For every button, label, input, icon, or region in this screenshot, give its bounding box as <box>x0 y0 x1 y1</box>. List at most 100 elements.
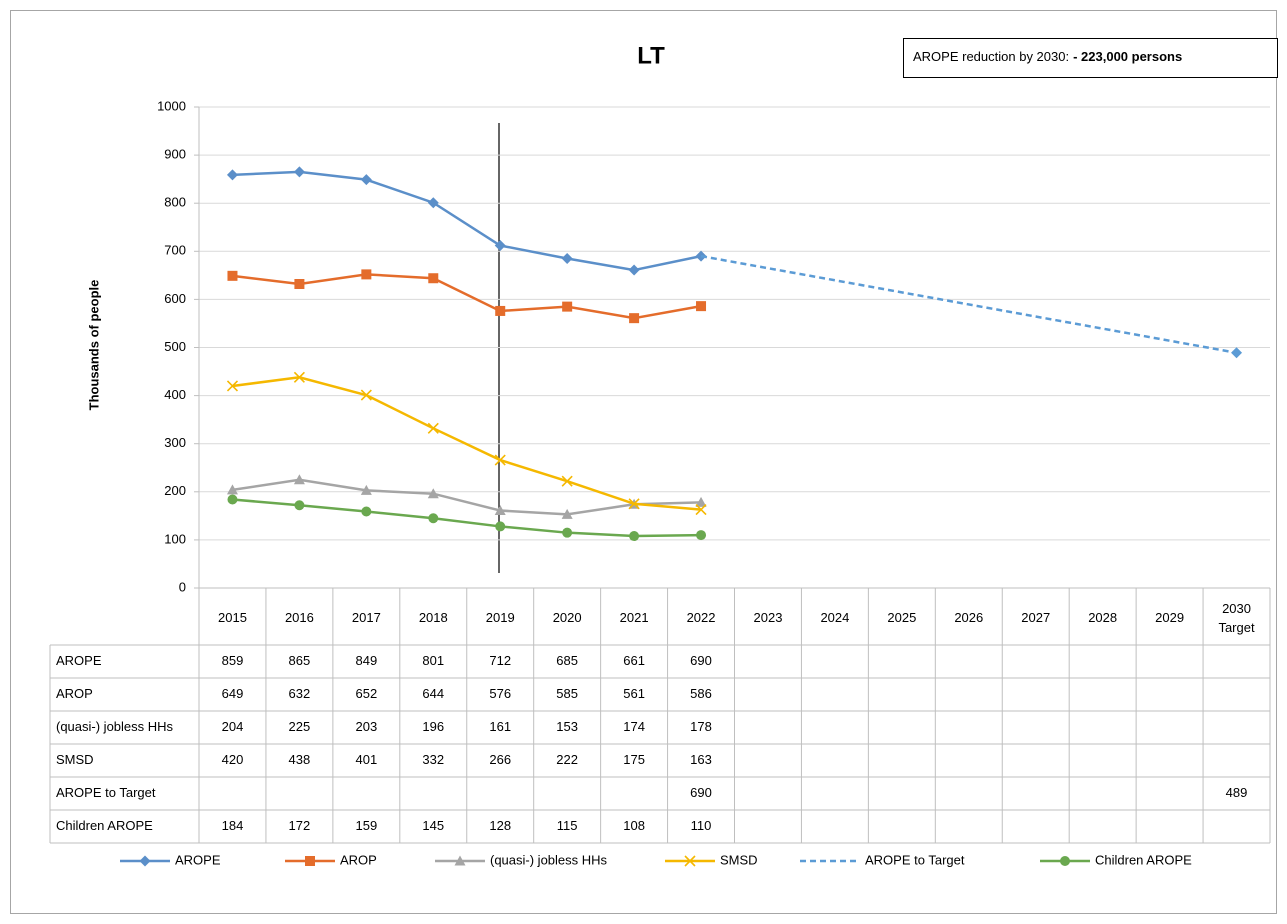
table-cell: 401 <box>355 752 377 767</box>
table-cell: 801 <box>422 653 444 668</box>
x-tick-box: 2027 <box>1021 610 1050 625</box>
marker <box>695 496 707 507</box>
x-tick-box: 2019 <box>486 610 515 625</box>
legend-label: AROP <box>340 852 377 867</box>
table-cell: 712 <box>489 653 511 668</box>
legend-marker <box>684 855 696 867</box>
table-cell: 178 <box>690 719 712 734</box>
x-tick-label: 2021 <box>619 610 649 625</box>
table-cell: 661 <box>623 653 645 668</box>
table-cell: 685 <box>556 653 578 668</box>
marker <box>360 389 372 401</box>
x-tick-label: 2030 Target <box>1218 600 1255 635</box>
marker <box>226 380 239 392</box>
table-cell: 222 <box>556 752 578 767</box>
marker <box>227 494 238 505</box>
chart-border <box>10 10 1277 914</box>
x-tick-label: 2017 <box>351 610 381 625</box>
table-cell: 163 <box>690 752 712 767</box>
x-tick-box: 2016 <box>285 610 314 625</box>
marker <box>495 521 506 532</box>
legend-label: (quasi-) jobless HHs <box>490 852 608 867</box>
annotation-bold: - 223,000 persons <box>1073 49 1182 64</box>
y-tick-label: 200 <box>164 483 186 498</box>
table-cell: 161 <box>489 719 511 734</box>
y-tick-label: 900 <box>164 147 186 162</box>
x-tick-box: 2020 <box>553 610 582 625</box>
table-cell: 859 <box>222 653 244 668</box>
table-cell: 644 <box>422 686 444 701</box>
table-row-label: SMSD <box>56 752 94 767</box>
series-line <box>232 273 702 320</box>
x-tick-label: 2024 <box>820 610 850 625</box>
legend-label: AROPE to Target <box>865 852 965 867</box>
marker <box>628 498 640 510</box>
marker <box>360 174 372 186</box>
series-line <box>232 170 702 272</box>
legend-label: AROPE <box>175 852 221 867</box>
series-line <box>232 478 702 516</box>
table-cell: 225 <box>289 719 311 734</box>
marker <box>696 301 707 312</box>
table-cell: 110 <box>691 818 712 833</box>
marker <box>427 488 439 499</box>
marker <box>561 253 573 265</box>
table-cell: 420 <box>222 752 244 767</box>
series-line <box>232 376 702 511</box>
marker <box>629 313 640 324</box>
table-cell: 196 <box>422 719 444 734</box>
y-tick-label: 100 <box>164 531 186 546</box>
table-cell: 849 <box>355 653 377 668</box>
table-cell: 489 <box>1226 785 1248 800</box>
series-line <box>232 498 702 538</box>
marker <box>629 531 640 542</box>
x-tick-box: 2015 <box>218 610 247 625</box>
table-row-label: Children AROPE <box>56 818 153 833</box>
table-cell: 690 <box>690 785 712 800</box>
marker <box>494 454 506 466</box>
table-cell: 159 <box>355 818 377 833</box>
table-cell: 585 <box>556 686 578 701</box>
annotation-box <box>903 38 1278 78</box>
y-tick-label: 400 <box>164 387 186 402</box>
marker <box>561 508 573 519</box>
marker <box>696 530 707 541</box>
marker <box>294 279 305 290</box>
table-cell: 153 <box>556 719 578 734</box>
marker <box>226 169 238 181</box>
y-tick-label: 0 <box>179 579 186 594</box>
x-tick-box: 2018 <box>419 610 448 625</box>
x-tick-label: 2028 <box>1088 610 1118 625</box>
table-cell: 649 <box>222 686 244 701</box>
table-cell: 586 <box>690 686 712 701</box>
marker <box>427 422 439 434</box>
legend-marker <box>305 856 315 866</box>
x-tick-box: 2021 <box>619 610 649 625</box>
x-tick-box: 2022 <box>687 610 716 625</box>
table-cell: 128 <box>489 818 511 833</box>
marker <box>695 504 707 516</box>
table-cell: 865 <box>289 653 311 668</box>
x-tick-label: 2029 <box>1155 610 1185 625</box>
y-tick-label: 300 <box>164 435 186 450</box>
y-tick-label: 600 <box>164 291 186 306</box>
marker <box>494 240 506 252</box>
table-cell: 690 <box>690 653 712 668</box>
x-tick-box: 2026 <box>954 610 984 625</box>
table-cell: 632 <box>289 686 311 701</box>
table-cell: 438 <box>289 752 311 767</box>
table-cell: 174 <box>623 719 645 734</box>
table-cell: 652 <box>355 686 377 701</box>
marker <box>562 301 573 312</box>
table-row-label: (quasi-) jobless HHs <box>56 719 174 734</box>
table-cell: 175 <box>623 752 645 767</box>
x-tick-label: 2026 <box>954 610 984 625</box>
marker <box>361 269 372 280</box>
series-line <box>700 254 1237 355</box>
legend-marker <box>139 855 151 867</box>
marker <box>495 305 506 316</box>
x-tick-box: 2025 <box>887 610 916 625</box>
table-cell: 145 <box>422 818 444 833</box>
